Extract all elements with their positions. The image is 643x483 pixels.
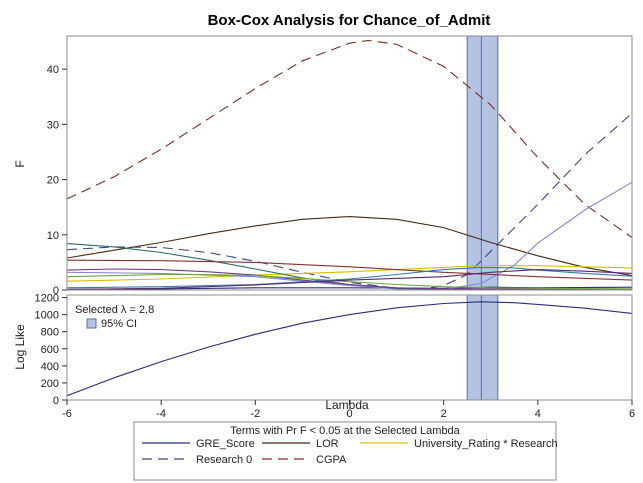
x-axis-label: Lambda xyxy=(325,398,369,412)
y-tick-label-loglike: 400 xyxy=(41,361,59,373)
legend-label-2: University_Rating * Research xyxy=(414,438,558,450)
selected-lambda-label: Selected λ = 2.8 xyxy=(75,304,154,316)
series-line-f-1 xyxy=(67,112,632,290)
legend-label-3: Research 0 xyxy=(196,454,252,466)
legend-label-0: GRE_Score xyxy=(196,438,255,450)
y-axis-label-loglike: Log Like xyxy=(13,324,27,370)
y-tick-label-loglike: 600 xyxy=(41,344,59,356)
y-tick-label-loglike: 800 xyxy=(41,327,59,339)
series-line-f-11 xyxy=(67,269,632,290)
ci-label: 95% CI xyxy=(101,318,137,330)
series-line-f-10 xyxy=(67,266,632,289)
y-tick-label-f: 30 xyxy=(47,119,59,131)
legend-label-1: LOR xyxy=(316,438,339,450)
legend: Terms with Pr F < 0.05 at the Selected L… xyxy=(133,421,558,481)
x-tick-label: -6 xyxy=(62,408,72,420)
y-tick-label-f: 0 xyxy=(53,285,59,297)
x-tick-label: -4 xyxy=(156,408,166,420)
top-panel-f: 0 10 20 30 40 xyxy=(47,35,633,297)
ci-swatch xyxy=(86,318,97,329)
y-tick-label-f: 10 xyxy=(47,230,59,242)
chart-title: Box-Cox Analysis for Chance_of_Admit xyxy=(208,12,491,29)
x-tick-label: 6 xyxy=(629,408,635,420)
y-tick-label-loglike: 1000 xyxy=(35,310,59,322)
ci-band-loglike xyxy=(466,294,499,401)
series-line-f-7 xyxy=(67,268,632,290)
x-tick-label: 4 xyxy=(535,408,541,420)
y-tick-label-loglike: 1200 xyxy=(35,293,59,305)
y-tick-label-f: 40 xyxy=(47,64,59,76)
ci-inset-legend: Selected λ = 2.8 95% CI xyxy=(75,304,154,330)
bottom-panel-loglike: 0 200 400 600 800 1000 1200 -6 -4 -2 0 2 4 6 xyxy=(35,293,636,420)
y-tick-label-loglike: 0 xyxy=(53,395,59,407)
legend-frame xyxy=(133,421,557,481)
x-tick-label: -2 xyxy=(250,408,260,420)
series-line-f-9 xyxy=(67,259,632,281)
legend-label-4: CGPA xyxy=(316,454,347,466)
series-line-f-2 xyxy=(67,216,632,277)
y-tick-label-loglike: 200 xyxy=(41,378,59,390)
x-tick-label: 2 xyxy=(441,408,447,420)
series-line-f-4 xyxy=(67,265,632,282)
legend-title: Terms with Pr F < 0.05 at the Selected L… xyxy=(230,425,460,437)
ci-band-f xyxy=(466,35,499,291)
y-tick-label-f: 20 xyxy=(47,175,59,187)
series-line-loglike-0 xyxy=(67,301,632,397)
y-axis-label-f: F xyxy=(13,160,27,167)
series-line-f-5 xyxy=(67,181,632,290)
series-line-f-0 xyxy=(67,39,632,238)
x-tick-label: 0 xyxy=(346,408,352,420)
plot-frame-f xyxy=(66,35,633,291)
